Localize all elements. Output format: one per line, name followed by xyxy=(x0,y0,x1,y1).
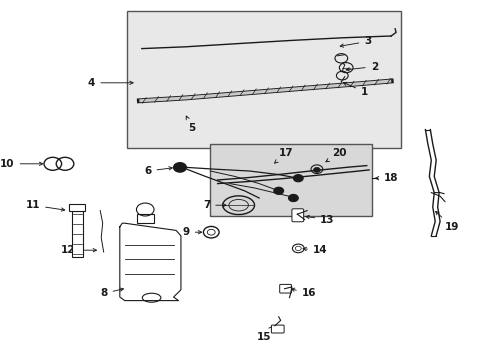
Text: 10: 10 xyxy=(0,159,42,169)
Text: 11: 11 xyxy=(25,200,64,211)
Text: 7: 7 xyxy=(203,200,225,210)
Text: 9: 9 xyxy=(182,227,201,237)
Circle shape xyxy=(293,175,303,182)
Text: 14: 14 xyxy=(303,245,327,255)
Text: 13: 13 xyxy=(305,215,334,225)
Bar xyxy=(127,11,400,148)
Text: 5: 5 xyxy=(186,116,195,133)
Text: 18: 18 xyxy=(375,173,398,183)
Text: 1: 1 xyxy=(343,82,367,97)
Text: 2: 2 xyxy=(346,62,377,72)
Circle shape xyxy=(288,194,298,202)
Text: 12: 12 xyxy=(61,245,96,255)
Bar xyxy=(72,211,82,257)
Bar xyxy=(137,214,154,223)
FancyBboxPatch shape xyxy=(291,209,303,222)
Text: 6: 6 xyxy=(144,166,172,176)
Text: 16: 16 xyxy=(291,288,316,298)
Text: 15: 15 xyxy=(256,327,272,342)
Text: 19: 19 xyxy=(435,211,458,232)
Text: 3: 3 xyxy=(340,36,371,47)
Polygon shape xyxy=(120,223,181,301)
Circle shape xyxy=(313,167,320,172)
Circle shape xyxy=(273,187,283,194)
Bar xyxy=(69,204,85,211)
Text: 8: 8 xyxy=(100,288,123,298)
Text: 20: 20 xyxy=(325,148,346,162)
FancyBboxPatch shape xyxy=(271,325,284,333)
Text: 17: 17 xyxy=(274,148,293,163)
Bar xyxy=(210,144,371,216)
Text: 4: 4 xyxy=(88,78,133,88)
FancyBboxPatch shape xyxy=(279,284,291,293)
Circle shape xyxy=(173,163,186,172)
